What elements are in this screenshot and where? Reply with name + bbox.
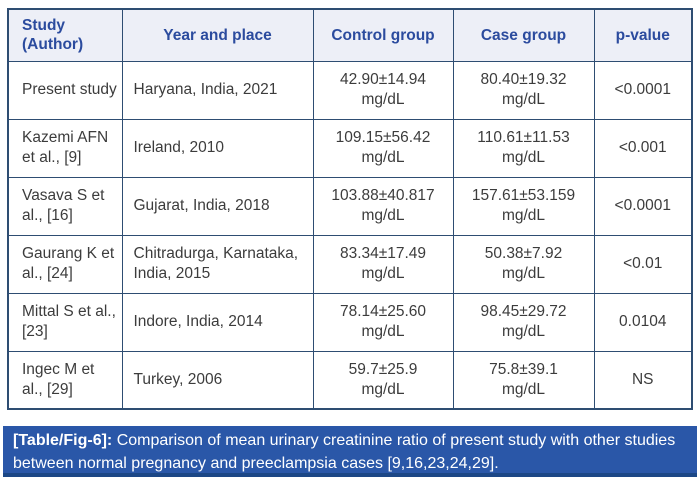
cell-case: 75.8±39.1 mg/dL: [452, 350, 595, 410]
table-row: Kazemi AFN et al., [9] Ireland, 2010 109…: [7, 118, 693, 178]
cell-study: Kazemi AFN et al., [9]: [7, 118, 123, 178]
table-row: Ingec M et al., [29] Turkey, 2006 59.7±2…: [7, 350, 693, 410]
cell-pvalue: <0.0001: [593, 176, 693, 236]
cell-control: 83.34±17.49 mg/dL: [312, 234, 454, 294]
cell-pvalue: 0.0104: [593, 292, 693, 352]
table-row: Present study Haryana, India, 2021 42.90…: [7, 60, 693, 120]
cell-control: 78.14±25.60 mg/dL: [312, 292, 454, 352]
header-row: Study (Author) Year and place Control gr…: [7, 8, 693, 62]
caption-tag: [Table/Fig-6]:: [13, 432, 113, 449]
cell-control: 42.90±14.94 mg/dL: [312, 60, 454, 120]
cell-case: 110.61±11.53 mg/dL: [452, 118, 595, 178]
cell-case: 50.38±7.92 mg/dL: [452, 234, 595, 294]
cell-place: Haryana, India, 2021: [121, 60, 314, 120]
table-row: Vasava S et al., [16] Gujarat, India, 20…: [7, 176, 693, 236]
cell-place: Chitradurga, Karnataka, India, 2015: [121, 234, 314, 294]
cell-pvalue: <0.01: [593, 234, 693, 294]
cell-study: Present study: [7, 60, 123, 120]
col-header-case-group: Case group: [452, 8, 595, 62]
cell-pvalue: <0.001: [593, 118, 693, 178]
table-row: Gaurang K et al., [24] Chitradurga, Karn…: [7, 234, 693, 294]
cell-place: Turkey, 2006: [121, 350, 314, 410]
cell-case: 80.40±19.32 mg/dL: [452, 60, 595, 120]
cell-study: Vasava S et al., [16]: [7, 176, 123, 236]
cell-control: 109.15±56.42 mg/dL: [312, 118, 454, 178]
col-header-study: Study (Author): [7, 8, 123, 62]
cell-place: Gujarat, India, 2018: [121, 176, 314, 236]
cell-study: Gaurang K et al., [24]: [7, 234, 123, 294]
caption-text: Comparison of mean urinary creatinine ra…: [13, 432, 676, 472]
col-header-year-place: Year and place: [121, 8, 314, 62]
cell-control: 59.7±25.9 mg/dL: [312, 350, 454, 410]
table-caption: [Table/Fig-6]: Comparison of mean urinar…: [3, 426, 697, 477]
cell-case: 157.61±53.159 mg/dL: [452, 176, 595, 236]
comparison-table: Study (Author) Year and place Control gr…: [7, 8, 693, 410]
table-row: Mittal S et al., [23] Indore, India, 201…: [7, 292, 693, 352]
col-header-control-group: Control group: [312, 8, 454, 62]
cell-control: 103.88±40.817 mg/dL: [312, 176, 454, 236]
cell-place: Ireland, 2010: [121, 118, 314, 178]
cell-study: Ingec M et al., [29]: [7, 350, 123, 410]
cell-pvalue: <0.0001: [593, 60, 693, 120]
col-header-p-value: p-value: [593, 8, 693, 62]
cell-pvalue: NS: [593, 350, 693, 410]
cell-study: Mittal S et al., [23]: [7, 292, 123, 352]
cell-case: 98.45±29.72 mg/dL: [452, 292, 595, 352]
cell-place: Indore, India, 2014: [121, 292, 314, 352]
